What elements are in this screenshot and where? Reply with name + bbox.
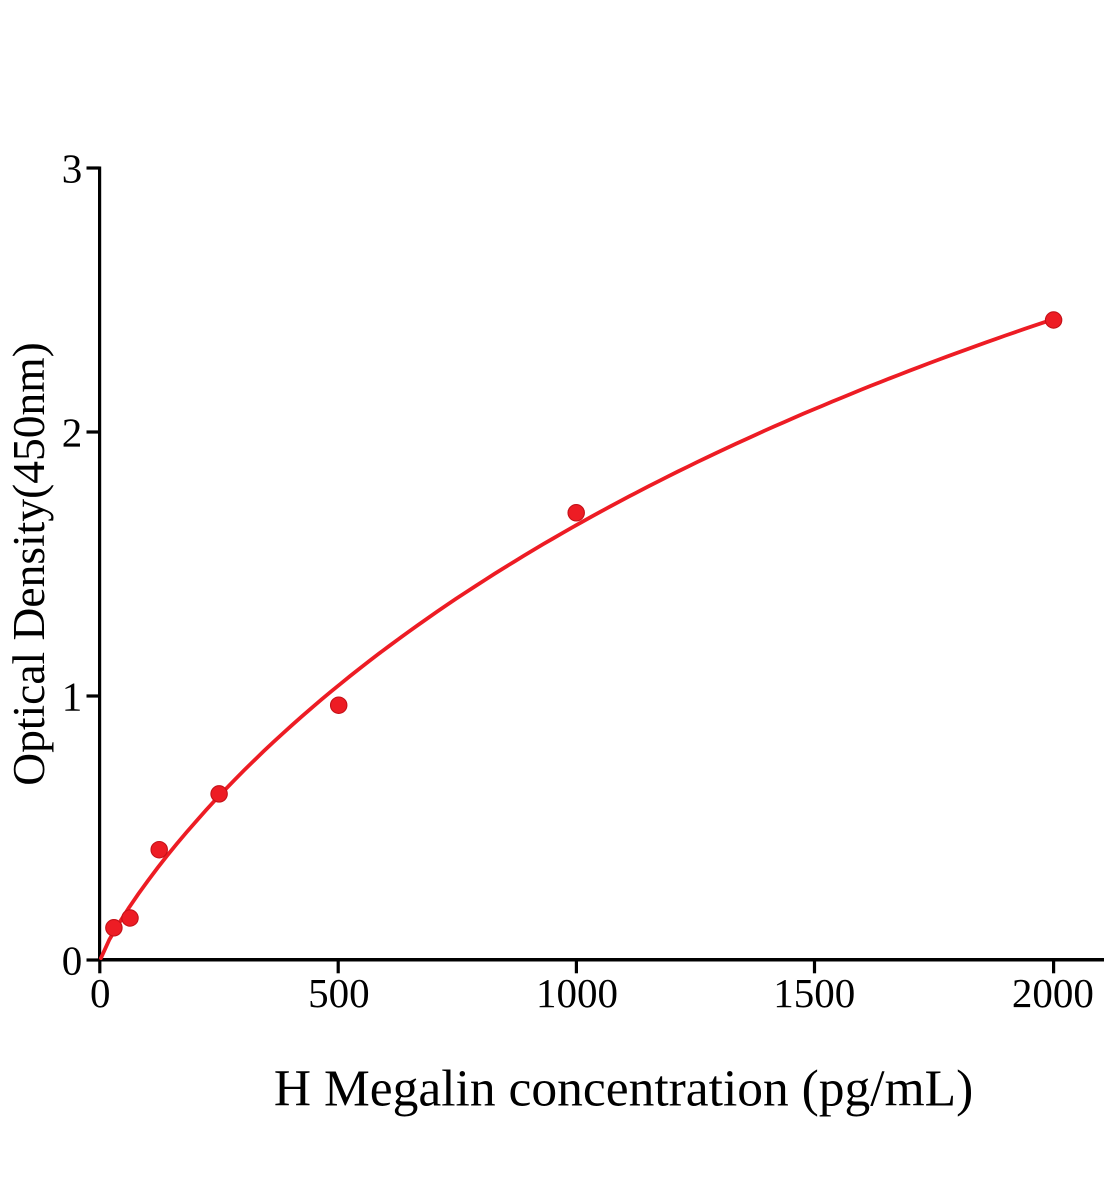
svg-text:500: 500 (308, 970, 370, 1016)
svg-text:H Megalin concentration (pg/mL: H Megalin concentration (pg/mL) (274, 1060, 973, 1117)
svg-text:2000: 2000 (1012, 970, 1094, 1016)
svg-text:3: 3 (62, 145, 83, 191)
svg-text:1000: 1000 (536, 970, 618, 1016)
svg-text:0: 0 (62, 937, 83, 983)
svg-text:2: 2 (62, 409, 83, 455)
svg-text:0: 0 (90, 970, 111, 1016)
svg-text:1: 1 (62, 673, 83, 719)
svg-text:Optical Density(450nm): Optical Density(450nm) (3, 342, 54, 786)
svg-text:1500: 1500 (773, 970, 855, 1016)
